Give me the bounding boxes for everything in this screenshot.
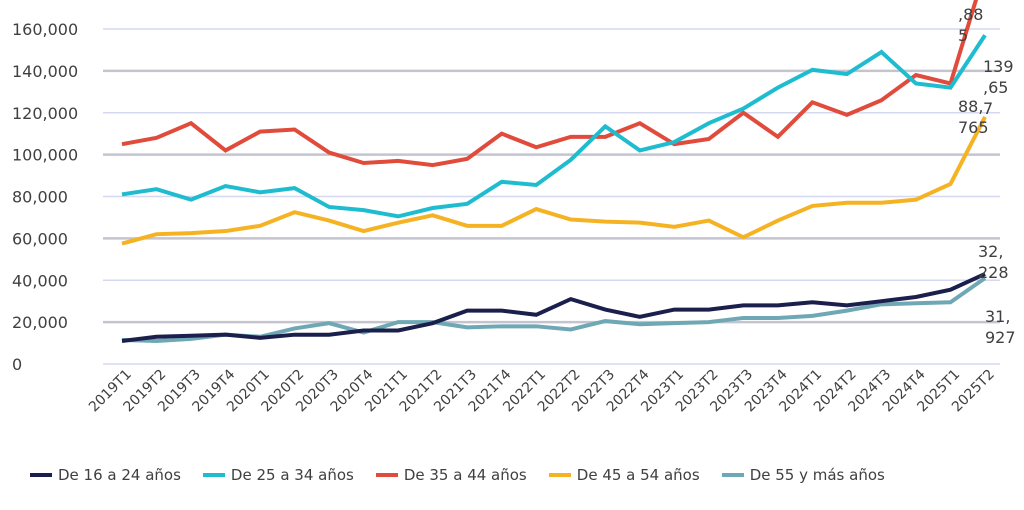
y-tick-label: 160,000 [12,20,78,39]
legend-label: De 45 a 54 años [576,466,700,484]
data-label-line: ,65 [983,78,1008,97]
legend: De 16 a 24 años De 25 a 34 años De 35 a 44… [30,466,885,484]
legend-swatch [721,473,744,477]
y-tick-label: 140,000 [12,62,78,81]
legend-swatch [375,473,398,477]
legend-item: De 45 a 54 años [548,466,700,484]
data-label-line: 5 [958,26,968,45]
data-label: 32, 228 [978,242,1009,282]
series-line [121,116,987,246]
legend-swatch [30,473,52,477]
data-label-line: 7 [983,99,993,118]
data-label-line: 765 [958,118,989,137]
data-label-line: ,88 [958,5,983,24]
y-tick-label: 20,000 [12,313,68,332]
legend-label: De 16 a 24 años [58,466,181,484]
y-tick-label: 60,000 [12,229,68,248]
data-label: 88, 765 [958,97,989,137]
data-label: ,88 5 [958,5,983,45]
data-label-line: 31, [985,307,1010,326]
y-tick-label: 0 [12,355,22,374]
legend-swatch [202,473,225,477]
series-line [121,272,986,343]
series-line [121,0,979,168]
legend-label: De 25 a 34 años [230,466,354,484]
y-tick-label: 100,000 [12,146,78,165]
data-label: 31, 927 [985,307,1016,347]
legend-swatch [548,473,571,477]
line-chart: 0 20,000 40,000 60,000 80,000 100,000 120,000 1… [12,0,1016,415]
data-label: 139 ,65 7 [983,57,1014,118]
data-label-line: 228 [978,263,1009,282]
data-label-line: 32, [978,242,1003,261]
legend-item: De 16 a 24 años [30,466,181,484]
y-tick-label: 40,000 [12,271,68,290]
y-tick-label: 120,000 [12,104,78,123]
legend-item: De 55 y más años [721,466,885,484]
data-label-line: 139 [983,57,1014,76]
data-label-line: 927 [985,328,1016,347]
data-label-line: 88, [958,97,983,116]
legend-label: De 35 a 44 años [403,466,527,484]
series-line [121,34,987,219]
y-tick-label: 80,000 [12,188,68,207]
legend-item: De 25 a 34 años [202,466,354,484]
series-line [121,276,987,343]
legend-label: De 55 y más años [749,466,885,484]
legend-item: De 35 a 44 años [375,466,527,484]
